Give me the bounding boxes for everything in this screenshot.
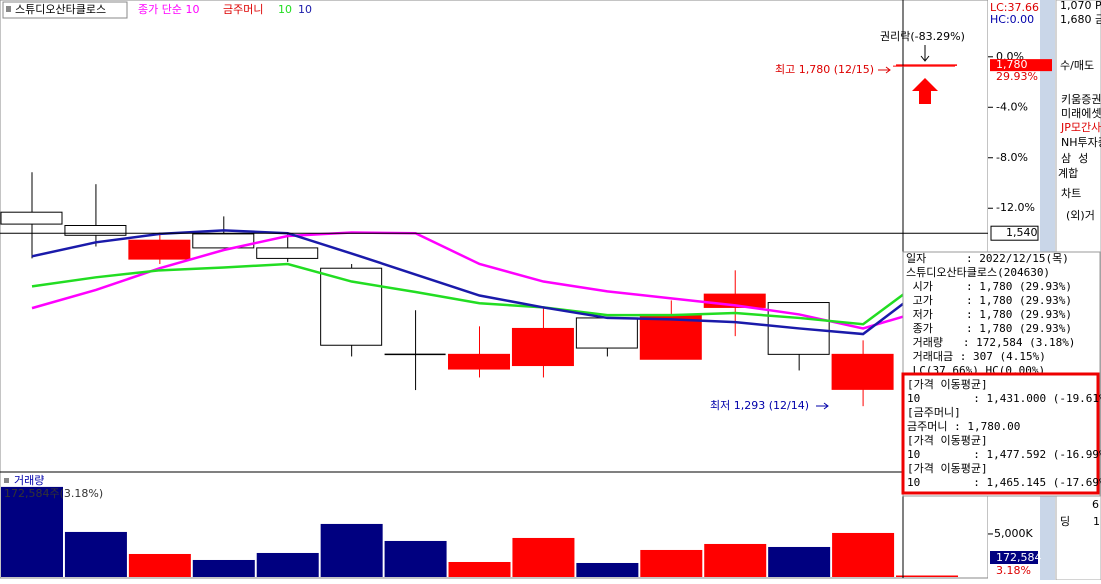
side-panel-text: 6 [1092,498,1099,511]
candle-body [639,313,702,360]
candle-body [448,353,511,370]
side-panel-text: 키움증권 [1061,93,1101,106]
low-annotation: 최저 1,293 (12/14) [710,399,809,412]
volume-bar [384,540,447,577]
candle-body [0,211,63,225]
side-panel-text: 1 [1093,515,1100,528]
side-panel-text: 딩 [1060,515,1070,528]
candle-body [64,224,127,236]
side-panel-text: 차트 [1061,187,1081,200]
info-line: 거래량 : 172,584 (3.18%) [906,336,1075,349]
info-highlight-line: [금주머니] [907,406,961,419]
candle-body [256,247,319,259]
side-panel-text: JP모간사 [1060,121,1101,134]
info-highlight-line: 10 : 1,465.145 (-17.69%) [907,476,1101,489]
info-line: 고가 : 1,780 (29.93%) [906,294,1072,307]
y2-tick-label: -8.0% [996,151,1028,164]
info-highlight-line: [가격 이동평균] [907,378,988,391]
side-panel-text: 삼 성 [1061,152,1088,165]
info-highlight-line: [가격 이동평균] [907,462,988,475]
info-line: 종가 : 1,780 (29.93%) [906,322,1072,335]
volume-bar [1,486,63,577]
legend-entry: 종가 단순 10 [138,3,199,16]
side-panel-text: 1,070 P [1060,0,1101,12]
side-panel-text: NH투자증 [1061,136,1101,149]
side-panel-text: 1,680 금 [1060,13,1101,26]
info-highlight-line: 금주머니 : 1,780.00 [907,420,1020,433]
volume-marker: 172,584 [996,551,1042,564]
up-arrow [912,78,938,104]
volume-marker-box [990,551,1038,564]
y2-tick-label: -4.0% [996,100,1028,113]
high-annotation: 최고 1,780 (12/15) [775,63,874,76]
low-arrow [816,402,829,410]
ma-line [31,231,928,330]
info-line: 시가 : 1,780 (29.93%) [906,280,1072,293]
candle-body [128,239,191,260]
volume-icon [4,478,9,483]
crosshair-price-box [990,225,1039,241]
info-line: 일자 : 2022/12/15(목) [906,251,1069,265]
volume-bar [704,543,767,577]
volume-bar [768,546,831,577]
side-panel-text: 미래에셋 [1061,107,1101,120]
info-highlight-line: 10 : 1,431.000 (-19.61%) [907,392,1101,405]
info-highlight-line: [가격 이동평균] [907,434,988,447]
legend-stock: 스튜디오산타클로스 [15,3,106,16]
candle-body [192,233,255,249]
side-panel-text: 계합 [1058,167,1078,180]
legend-icon [6,6,11,12]
volume-bar [192,559,255,577]
price-marker-change: 29.93% [996,70,1038,83]
lc-label: LC:37.66 [990,1,1039,14]
legend-entry: 10 [298,3,312,16]
candle-body [320,267,383,346]
volume-title: 거래량 [14,474,44,487]
price-marker-box [990,59,1052,72]
rights-annotation: 권리락(-83.29%) [880,30,965,43]
volume-bar [256,552,319,577]
volume-bar [576,562,639,577]
legend-entry: 10 [278,3,292,16]
side-panel-text: 수/매도 [1060,59,1094,72]
side-panel-text: (외)거 [1066,209,1095,222]
volume-bar [640,549,703,577]
chart-frame [0,0,989,579]
info-line: 거래대금 : 307 (4.15%) [906,350,1046,363]
y2-tick-label: -12.0% [996,201,1035,214]
volume-tick-label: 5,000K [994,527,1033,540]
volume-marker-change: 3.18% [996,564,1031,577]
info-highlight-line: 10 : 1,477.592 (-16.99%) [907,448,1101,461]
ma-line [31,262,928,326]
rights-arrow [920,45,930,62]
info-highlight [901,372,1100,495]
info-line: 스튜디오산타클로스(204630) [906,266,1050,279]
volume-bar [320,523,383,577]
legend-indicator: 금주머니 [223,3,263,16]
volume-current: 172,584주(3.18%) [4,487,103,500]
legend-box [2,1,128,19]
candle-body [831,353,894,390]
volume-bar [128,553,191,577]
hc-label: HC:0.00 [990,13,1034,26]
price-marker-label: 1,780 [996,58,1028,71]
info-line: 저가 : 1,780 (29.93%) [906,308,1072,321]
candle-body [511,327,574,367]
volume-bar [832,532,895,577]
volume-bar [896,575,959,577]
volume-bar [64,531,127,577]
high-arrow [878,66,891,74]
volume-bar [512,537,575,577]
volume-bar [448,561,511,577]
crosshair-price-label: 1,540 [1006,226,1038,239]
candle-body [575,317,638,349]
